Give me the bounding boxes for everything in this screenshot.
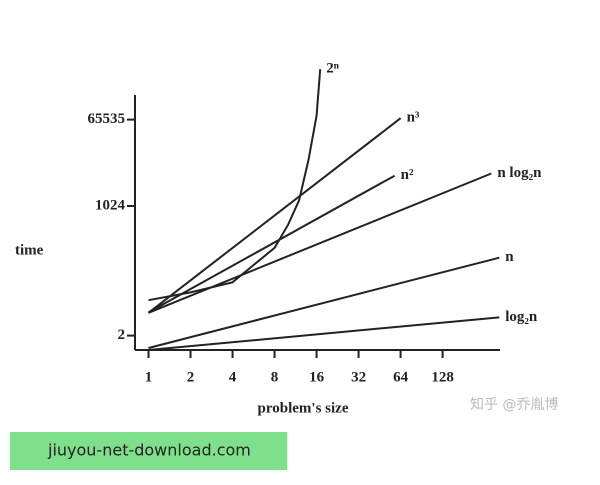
legend-label: n: [505, 249, 514, 265]
legend-label: log₂n: [505, 309, 538, 325]
x-tick-label: 128: [431, 369, 454, 385]
series-line: [148, 174, 396, 314]
x-tick-label: 4: [229, 369, 237, 385]
series-line: [148, 256, 500, 349]
x-axis-label: problem's size: [258, 400, 349, 416]
banner-bg: [10, 432, 287, 470]
series-line: [148, 172, 492, 314]
x-tick-label: 8: [271, 369, 279, 385]
y-tick-label: 65535: [88, 111, 126, 127]
legend-label: 2ⁿ: [326, 61, 340, 77]
x-tick-label: 2: [187, 369, 195, 385]
legend-label: n²: [401, 167, 414, 183]
series-line: [147, 117, 402, 314]
y-tick-label: 2: [118, 327, 126, 343]
banner-text: jiuyou-net-download.com: [47, 441, 251, 460]
legend-label: n log₂n: [497, 165, 542, 181]
x-tick-label: 32: [351, 369, 366, 385]
x-tick-label: 16: [309, 369, 325, 385]
legend-label: n³: [407, 110, 420, 126]
y-tick-label: 1024: [95, 197, 126, 213]
y-axis-label: time: [15, 242, 44, 258]
x-tick-label: 1: [145, 369, 153, 385]
x-tick-label: 64: [393, 369, 409, 385]
watermark: 知乎 @乔胤博: [470, 396, 558, 413]
series-line: [148, 316, 500, 351]
